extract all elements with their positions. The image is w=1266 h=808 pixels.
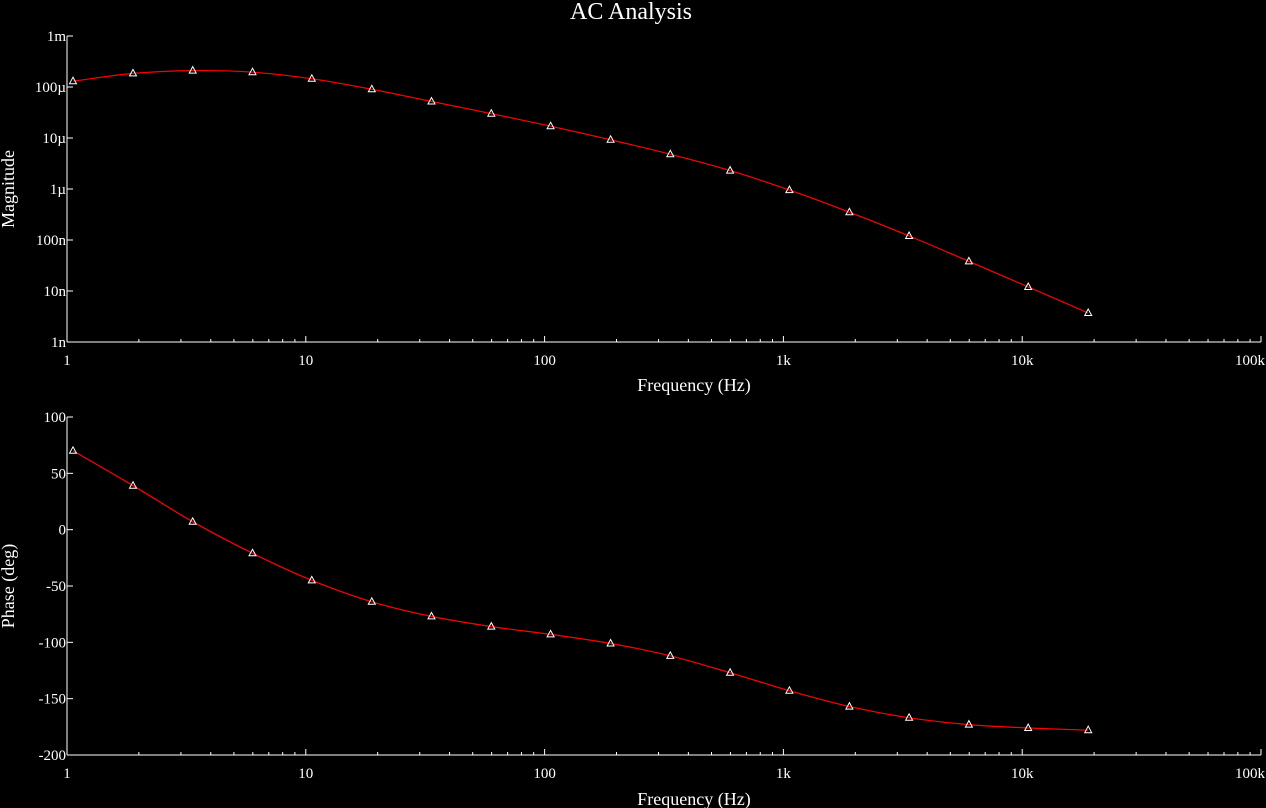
magnitude-data-point <box>606 134 615 143</box>
magnitude-y-tick-label: 100µ <box>35 80 67 96</box>
magnitude-data-point <box>665 149 675 158</box>
phase-data-point <box>1083 725 1093 734</box>
phase-data-point <box>904 712 914 721</box>
phase-data-point <box>1023 722 1033 731</box>
phase-y-tick-label: -100 <box>39 635 67 651</box>
plot-panels: 1 10 100 1k 10k 100k1m100µ10µ1µ100n10n1nFrequ… <box>0 29 1266 808</box>
phase-panel: 1 10 100 1k 10k 100k 100 50 0 -50 -100 -150 -200 Freq… <box>0 410 1266 808</box>
magnitude-x-tick-label: 1 <box>63 353 71 369</box>
phase-y-tick-label: 0 <box>59 523 67 539</box>
magnitude-x-tick-label: 10 <box>298 353 313 369</box>
chart-title: AC Analysis <box>570 0 692 25</box>
magnitude-x-tick-label: 100k <box>1235 353 1266 369</box>
phase-data-point <box>427 611 436 620</box>
phase-data-point <box>665 650 675 659</box>
phase-data-point <box>964 719 974 728</box>
magnitude-y-axis-label: Magnitude <box>0 150 18 228</box>
phase-data-point <box>785 685 794 694</box>
phase-x-axis-label: Frequency (Hz) <box>637 789 750 808</box>
magnitude-x-tick-label: 10k <box>1011 353 1034 369</box>
magnitude-data-point <box>128 68 138 77</box>
magnitude-data-point <box>785 185 794 194</box>
magnitude-panel: 1 10 100 1k 10k 100k 1m 100µ 10µ 1µ 100n 10n 1n Frequ… <box>0 29 1266 396</box>
phase-data-point <box>128 480 138 489</box>
magnitude-data-point <box>486 108 496 117</box>
magnitude-y-tick-label: 1µ <box>50 182 67 198</box>
phase-data-point <box>307 575 317 584</box>
magnitude-y-tick-label: 10n <box>44 284 67 300</box>
magnitude-series-line <box>72 69 1089 314</box>
phase-series-line <box>72 450 1089 731</box>
phase-y-tick-label: -150 <box>39 692 67 708</box>
phase-x-tick-label: 1 <box>63 766 71 782</box>
phase-y-axis-label: Phase (deg) <box>0 544 19 628</box>
phase-x-tick-label: 1k <box>776 766 792 782</box>
magnitude-x-tick-label: 100 <box>533 353 556 369</box>
phase-data-point <box>248 548 257 557</box>
magnitude-data-point <box>904 230 914 239</box>
phase-data-point <box>68 445 78 454</box>
phase-data-point <box>845 701 854 710</box>
magnitude-data-point <box>307 73 317 82</box>
magnitude-data-point <box>546 121 555 130</box>
magnitude-data-point <box>1023 281 1033 290</box>
phase-x-tick-label: 10 <box>298 766 313 782</box>
magnitude-y-tick-label: 100n <box>36 233 67 249</box>
phase-y-tick-label: 50 <box>51 466 66 482</box>
phase-data-point <box>486 621 496 630</box>
magnitude-data-point <box>248 67 257 76</box>
phase-y-tick-label: -200 <box>39 748 67 764</box>
magnitude-data-point <box>188 65 198 74</box>
phase-data-point <box>606 638 615 647</box>
magnitude-data-point <box>1083 307 1093 316</box>
magnitude-data-point <box>367 84 377 93</box>
phase-y-tick-label: 100 <box>44 410 67 426</box>
phase-x-tick-label: 100k <box>1235 766 1266 782</box>
magnitude-data-point <box>68 76 78 85</box>
magnitude-x-tick-label: 1k <box>776 353 792 369</box>
phase-data-point <box>546 629 555 638</box>
phase-data-point <box>725 667 735 676</box>
magnitude-x-axis-label: Frequency (Hz) <box>637 375 750 396</box>
phase-y-tick-label: -50 <box>46 579 66 595</box>
magnitude-data-point <box>845 207 854 216</box>
phase-data-point <box>188 516 198 525</box>
magnitude-data-point <box>964 256 974 265</box>
magnitude-y-tick-label: 10µ <box>42 131 66 147</box>
phase-data-point <box>367 596 377 605</box>
phase-x-tick-label: 100 <box>533 766 556 782</box>
magnitude-y-tick-label: 1n <box>51 335 67 351</box>
magnitude-y-tick-label: 1m <box>47 29 67 45</box>
magnitude-data-point <box>427 96 436 105</box>
magnitude-data-point <box>725 165 735 174</box>
phase-x-tick-label: 10k <box>1011 766 1034 782</box>
